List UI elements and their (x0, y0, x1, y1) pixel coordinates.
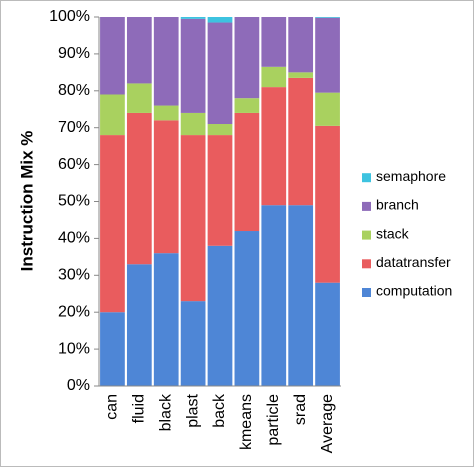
y-tick-label: 40% (58, 230, 90, 247)
bar-segment (100, 135, 125, 313)
bar-segment (153, 17, 179, 106)
y-tick-label: 20% (58, 303, 90, 320)
y-tick-label: 80% (58, 82, 90, 99)
bar-segment (315, 92, 340, 126)
bar-segment (153, 253, 179, 386)
x-tick-label: plast (184, 393, 201, 427)
bar-segment (180, 18, 206, 113)
bar-segment (261, 17, 287, 67)
legend-label: computation (376, 283, 452, 299)
x-tick-label: black (157, 393, 174, 431)
bar-segment (180, 17, 206, 19)
legend-swatch (362, 201, 371, 211)
bar-segment (153, 105, 179, 121)
bar-segment (315, 17, 340, 18)
x-tick-label: kmeans (238, 394, 255, 450)
legend-swatch (362, 259, 371, 269)
bar-segment (180, 112, 206, 136)
bar-segment (288, 77, 314, 206)
bar-segment (126, 17, 152, 84)
bar-segment (234, 98, 260, 113)
bar-segment (207, 17, 233, 23)
y-tick-label: 90% (58, 45, 90, 62)
y-tick-label: 60% (58, 156, 90, 173)
legend-label: branch (376, 197, 419, 213)
y-tick-label: 50% (58, 193, 90, 210)
bar-segment (153, 120, 179, 254)
x-tick-label: back (211, 393, 228, 428)
bar-segment (100, 17, 125, 95)
bar-segment (100, 94, 125, 136)
bar-segment (315, 125, 340, 283)
bar-segment (180, 301, 206, 386)
bar-segment (207, 135, 233, 246)
y-tick-label: 70% (58, 119, 90, 136)
bar-segment (288, 72, 314, 78)
bar-segment (288, 205, 314, 386)
bar-segment (126, 112, 152, 265)
bar-segment (180, 135, 206, 302)
x-tick-label: can (104, 394, 121, 420)
bar-segment (126, 83, 152, 113)
y-axis-label: Instruction Mix % (17, 131, 36, 272)
bar-segment (261, 205, 287, 386)
bar-segment (315, 282, 340, 386)
x-tick-label: Average (319, 394, 336, 453)
bar-segment (261, 66, 287, 88)
bar-segment (315, 17, 340, 93)
legend-swatch (362, 288, 371, 297)
y-tick-label: 10% (58, 340, 90, 357)
legend-label: stack (376, 225, 410, 241)
y-tick-label: 0% (67, 377, 90, 394)
legend-label: semaphore (376, 168, 446, 184)
bar-segment (126, 264, 152, 386)
bar-segment (288, 17, 314, 73)
legend-swatch (362, 173, 371, 183)
bar-segment (207, 22, 233, 125)
bar-segment (234, 112, 260, 232)
bar-segment (234, 231, 260, 386)
bar-segment (261, 87, 287, 206)
bar-segment (100, 312, 125, 386)
bar-segment (234, 17, 260, 99)
y-tick-label: 100% (49, 8, 90, 25)
bar-segment (207, 245, 233, 386)
x-tick-label: particle (265, 394, 282, 446)
legend-label: datatransfer (376, 254, 451, 270)
legend-swatch (362, 230, 371, 240)
y-tick-label: 30% (58, 267, 90, 284)
x-tick-label: fluid (131, 394, 148, 423)
x-tick-label: srad (292, 394, 309, 425)
bar-segment (207, 124, 233, 136)
